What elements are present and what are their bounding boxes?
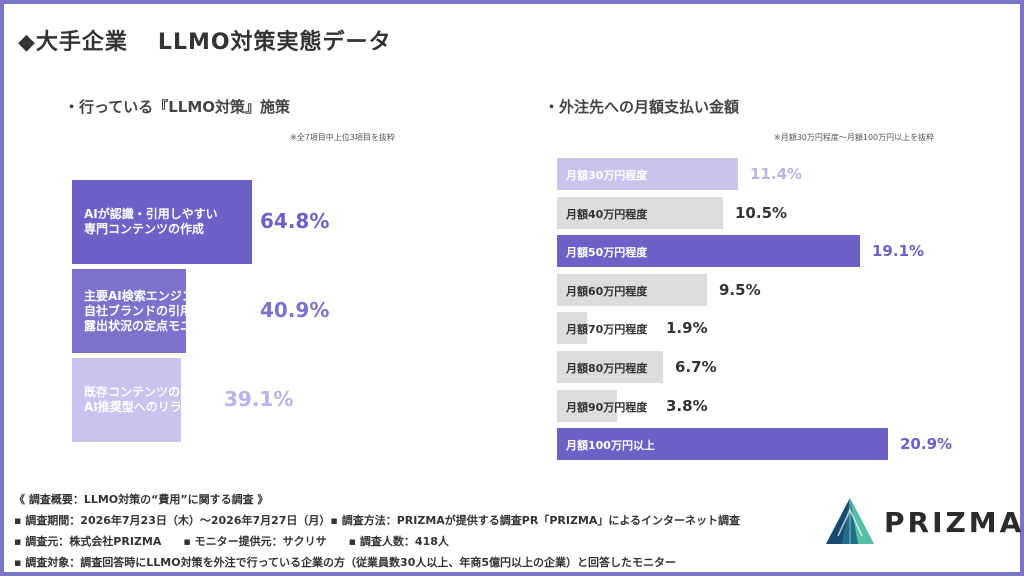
left-bar-1 bbox=[72, 180, 252, 264]
title-left: ◆大手企業 bbox=[18, 30, 128, 55]
right-bar-2 bbox=[557, 197, 723, 229]
left-bar-value-2: 40.9% bbox=[260, 298, 330, 322]
footer-line-2: ▪ 調査期間：2026年7月23日（木）〜2026年7月27日（月）▪ 調査方法… bbox=[14, 514, 741, 527]
right-bar-label-5: 月額70万円程度 bbox=[566, 323, 648, 336]
footer-line-1: 《 調査概要：LLMO対策の“費用”に関する調査 》 bbox=[14, 493, 269, 506]
right-bar-5 bbox=[557, 312, 587, 344]
page-title: ◆大手企業 LLMO対策実態データ bbox=[18, 24, 392, 56]
right-bar-label-4: 月額60万円程度 bbox=[566, 285, 648, 298]
right-bar-value-6: 6.7% bbox=[675, 358, 717, 376]
left-chart-note: ※全7項目中上位3項目を抜粋 bbox=[290, 133, 395, 142]
right-bar-value-5: 1.9% bbox=[666, 319, 708, 337]
right-bar-value-1: 11.4% bbox=[750, 165, 803, 183]
right-bar-value-8: 20.9% bbox=[900, 435, 953, 453]
prizma-logo-text: PRIZMA bbox=[884, 506, 1024, 539]
footer-line-4: ▪ 調査対象：調査回答時にLLMO対策を外注で行っている企業の方（従業員数30人… bbox=[14, 556, 677, 569]
right-bar-3 bbox=[557, 235, 860, 267]
right-chart-note: ※月額30万円程度〜月額100万円以上を抜粋 bbox=[774, 133, 935, 142]
right-bar-label-2: 月額40万円程度 bbox=[566, 208, 648, 221]
right-bar-label-3: 月額50万円程度 bbox=[566, 246, 648, 259]
left-bar-label-3: 既存コンテンツの AI推奨型へのリライト bbox=[84, 385, 206, 414]
right-bar-label-7: 月額90万円程度 bbox=[566, 401, 648, 414]
right-bar-label-6: 月額80万円程度 bbox=[566, 362, 648, 375]
title-right: LLMO対策実態データ bbox=[157, 30, 392, 55]
right-chart-title: ・外注先への月額支払い金額 bbox=[544, 98, 740, 116]
prizma-prism-logo-icon bbox=[826, 498, 874, 544]
right-bar-value-3: 19.1% bbox=[872, 242, 925, 260]
right-bar-value-7: 3.8% bbox=[666, 397, 708, 415]
right-bar-label-8: 月額100万円以上 bbox=[566, 439, 655, 452]
right-bar-8 bbox=[557, 428, 888, 460]
right-bar-4 bbox=[557, 274, 707, 306]
left-bar-label-2: 主要AI検索エンジンにおける 自社ブランドの引用・ 露出状況の定点モニタリング bbox=[84, 288, 242, 333]
left-bar-value-1: 64.8% bbox=[260, 209, 330, 233]
right-bar-value-4: 9.5% bbox=[719, 281, 761, 299]
right-bar-7 bbox=[557, 390, 617, 422]
left-chart-title: ・行っている『LLMO対策』施策 bbox=[64, 98, 291, 116]
footer-line-3: ▪ 調査元：株式会社PRIZMA ▪ モニター提供元：サクリサ ▪ 調査人数：4… bbox=[14, 535, 449, 548]
left-bar-label-1: AIが認識・引用しやすい 専門コンテンツの作成 bbox=[84, 207, 218, 236]
right-bar-1 bbox=[557, 158, 738, 190]
left-bar-value-3: 39.1% bbox=[224, 387, 294, 411]
right-bar-6 bbox=[557, 351, 663, 383]
left-bar-2 bbox=[72, 269, 186, 353]
left-bar-3 bbox=[72, 358, 181, 442]
right-bar-value-2: 10.5% bbox=[735, 204, 788, 222]
right-bar-label-1: 月額30万円程度 bbox=[566, 169, 648, 182]
